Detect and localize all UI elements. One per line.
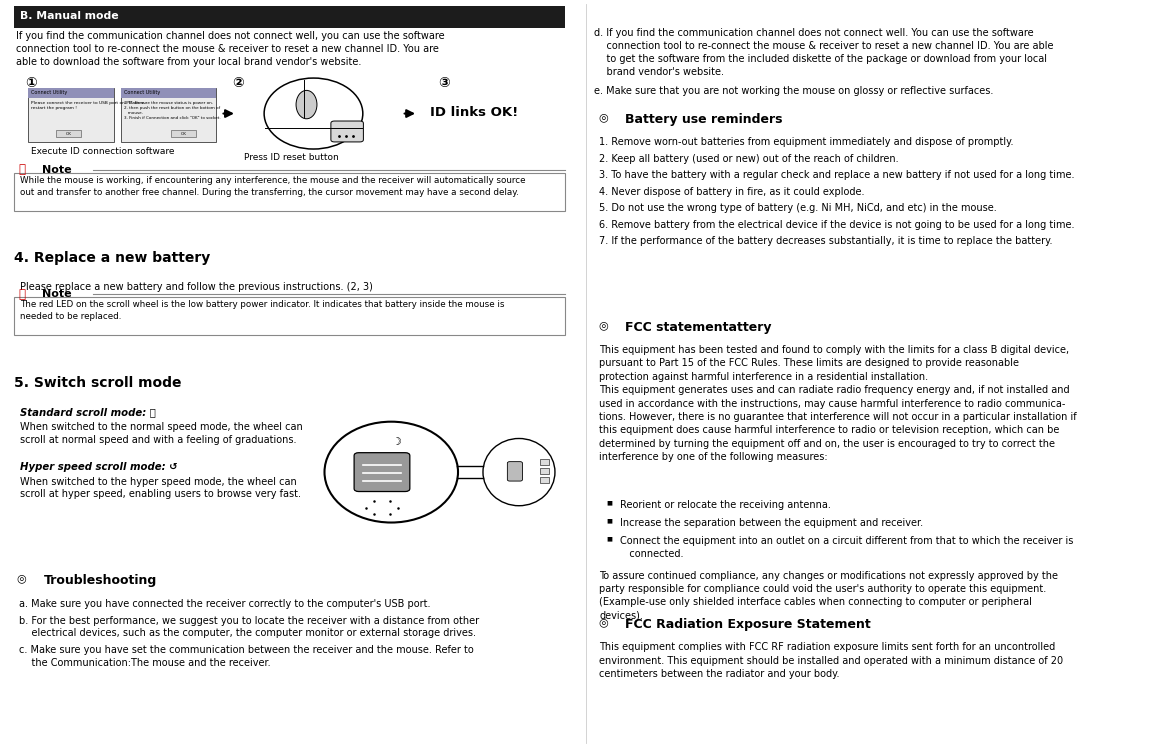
Text: 4. Never dispose of battery in fire, as it could explode.: 4. Never dispose of battery in fire, as … bbox=[599, 187, 865, 196]
Text: Troubleshooting: Troubleshooting bbox=[44, 574, 158, 587]
Text: c. Make sure you have set the communication between the receiver and the mouse. : c. Make sure you have set the communicat… bbox=[19, 645, 474, 669]
Bar bbox=[14, 6, 565, 28]
Text: Connect Utility: Connect Utility bbox=[124, 90, 160, 95]
Bar bbox=[540, 468, 549, 474]
Text: This equipment has been tested and found to comply with the limits for a class B: This equipment has been tested and found… bbox=[599, 345, 1076, 462]
Text: Press ID reset button: Press ID reset button bbox=[244, 153, 339, 162]
Text: 2. Keep all battery (used or new) out of the reach of children.: 2. Keep all battery (used or new) out of… bbox=[599, 154, 899, 164]
Text: ☽: ☽ bbox=[392, 437, 402, 447]
Text: e. Make sure that you are not working the mouse on glossy or reflective surfaces: e. Make sure that you are not working th… bbox=[594, 86, 994, 96]
Bar bbox=[540, 477, 549, 483]
Text: ◎: ◎ bbox=[598, 320, 607, 330]
FancyBboxPatch shape bbox=[28, 88, 114, 142]
Text: ID links OK!: ID links OK! bbox=[430, 106, 518, 119]
Text: Please replace a new battery and follow the previous instructions. (2, 3): Please replace a new battery and follow … bbox=[20, 282, 373, 292]
Text: ■: ■ bbox=[606, 536, 612, 542]
Ellipse shape bbox=[265, 78, 362, 149]
Text: 5. Do not use the wrong type of battery (e.g. Ni MH, NiCd, and etc) in the mouse: 5. Do not use the wrong type of battery … bbox=[599, 203, 997, 213]
Text: ③: ③ bbox=[438, 76, 449, 90]
Text: ◎: ◎ bbox=[16, 573, 26, 583]
FancyBboxPatch shape bbox=[56, 130, 81, 137]
Text: ◎: ◎ bbox=[598, 112, 607, 123]
Text: b. For the best performance, we suggest you to locate the receiver with a distan: b. For the best performance, we suggest … bbox=[19, 616, 478, 639]
Text: To assure continued compliance, any changes or modifications not expressly appro: To assure continued compliance, any chan… bbox=[599, 571, 1058, 621]
Text: The red LED on the scroll wheel is the low battery power indicator. It indicates: The red LED on the scroll wheel is the l… bbox=[20, 300, 504, 320]
Text: a. Make sure you have connected the receiver correctly to the computer's USB por: a. Make sure you have connected the rece… bbox=[19, 599, 430, 609]
Text: ❗: ❗ bbox=[19, 288, 26, 301]
FancyBboxPatch shape bbox=[354, 453, 410, 492]
FancyBboxPatch shape bbox=[331, 121, 363, 142]
Ellipse shape bbox=[325, 421, 457, 523]
Text: 1. Make sure the mouse status is power on.
2. then push the reset button on the : 1. Make sure the mouse status is power o… bbox=[124, 101, 221, 120]
Text: This equipment complies with FCC RF radiation exposure limits sent forth for an : This equipment complies with FCC RF radi… bbox=[599, 642, 1063, 679]
Text: 3. To have the battery with a regular check and replace a new battery if not use: 3. To have the battery with a regular ch… bbox=[599, 170, 1075, 180]
Text: When switched to the hyper speed mode, the wheel can
scroll at hyper speed, enab: When switched to the hyper speed mode, t… bbox=[20, 477, 301, 500]
FancyBboxPatch shape bbox=[171, 130, 196, 137]
Text: Reorient or relocate the receiving antenna.: Reorient or relocate the receiving anten… bbox=[620, 500, 831, 510]
Text: FCC Radiation Exposure Statement: FCC Radiation Exposure Statement bbox=[625, 618, 871, 631]
Text: B. Manual mode: B. Manual mode bbox=[20, 10, 118, 21]
FancyBboxPatch shape bbox=[507, 462, 522, 481]
Text: ■: ■ bbox=[606, 518, 612, 524]
Text: Execute ID connection software: Execute ID connection software bbox=[31, 147, 175, 156]
Text: ②: ② bbox=[232, 76, 244, 90]
Text: Note: Note bbox=[42, 289, 72, 300]
Text: d. If you find the communication channel does not connect well. You can use the : d. If you find the communication channel… bbox=[594, 28, 1054, 77]
Ellipse shape bbox=[483, 438, 555, 506]
Text: OK: OK bbox=[65, 131, 72, 136]
FancyBboxPatch shape bbox=[121, 88, 216, 142]
Text: Please connect the receiver to USB port on PC, then
restart the program !: Please connect the receiver to USB port … bbox=[31, 101, 145, 110]
Text: 1. Remove worn-out batteries from equipment immediately and dispose of promptly.: 1. Remove worn-out batteries from equipm… bbox=[599, 137, 1014, 147]
Text: Connect the equipment into an outlet on a circuit different from that to which t: Connect the equipment into an outlet on … bbox=[620, 536, 1074, 560]
Text: While the mouse is working, if encountering any interference, the mouse and the : While the mouse is working, if encounter… bbox=[20, 176, 525, 196]
Text: ◎: ◎ bbox=[598, 617, 607, 627]
Bar bbox=[540, 459, 549, 465]
FancyBboxPatch shape bbox=[14, 173, 565, 211]
Text: OK: OK bbox=[180, 131, 187, 136]
Text: Standard scroll mode: ⭯: Standard scroll mode: ⭯ bbox=[20, 407, 156, 417]
Text: 5. Switch scroll mode: 5. Switch scroll mode bbox=[14, 376, 181, 390]
Text: Increase the separation between the equipment and receiver.: Increase the separation between the equi… bbox=[620, 518, 923, 528]
Ellipse shape bbox=[296, 90, 317, 119]
Text: ①: ① bbox=[26, 76, 37, 90]
Text: 4. Replace a new battery: 4. Replace a new battery bbox=[14, 251, 210, 265]
Text: If you find the communication channel does not connect well, you can use the sof: If you find the communication channel do… bbox=[16, 31, 445, 67]
Text: ❗: ❗ bbox=[19, 163, 26, 176]
Bar bbox=[28, 88, 114, 98]
Text: FCC statementattery: FCC statementattery bbox=[625, 320, 771, 334]
Text: When switched to the normal speed mode, the wheel can
scroll at normal speed and: When switched to the normal speed mode, … bbox=[20, 422, 303, 445]
Text: Note: Note bbox=[42, 164, 72, 175]
Text: 6. Remove battery from the electrical device if the device is not going to be us: 6. Remove battery from the electrical de… bbox=[599, 220, 1075, 229]
Text: Hyper speed scroll mode: ↺: Hyper speed scroll mode: ↺ bbox=[20, 462, 178, 471]
Text: Connect Utility: Connect Utility bbox=[31, 90, 67, 95]
FancyBboxPatch shape bbox=[14, 297, 565, 335]
Text: 7. If the performance of the battery decreases substantially, it is time to repl: 7. If the performance of the battery dec… bbox=[599, 236, 1053, 246]
Bar bbox=[121, 88, 216, 98]
Text: ■: ■ bbox=[606, 500, 612, 506]
Text: Battery use reminders: Battery use reminders bbox=[625, 113, 783, 126]
